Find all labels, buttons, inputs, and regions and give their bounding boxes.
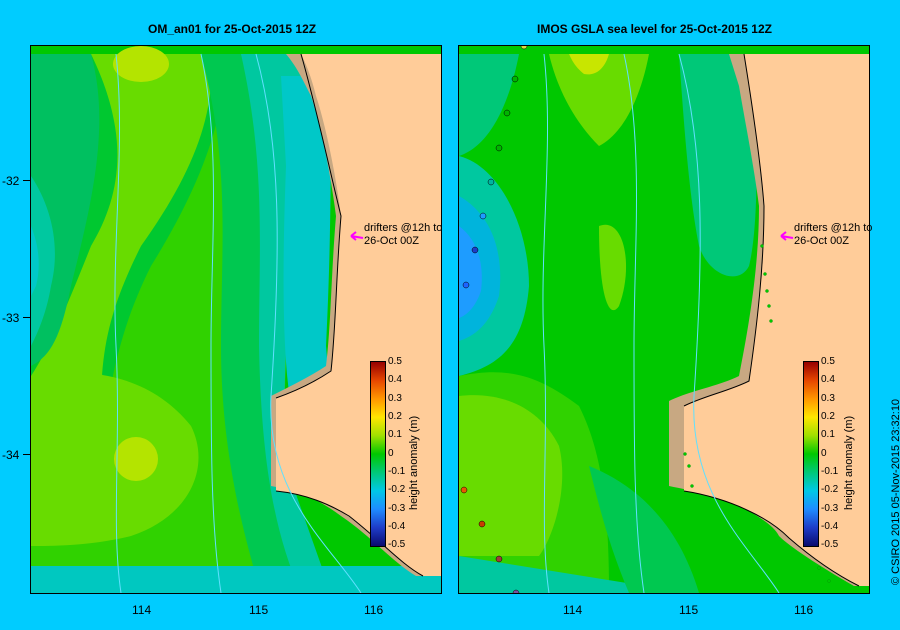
colorbar-tick: -0.4 bbox=[388, 521, 406, 532]
right-map-svg bbox=[459, 46, 869, 593]
left-map-panel bbox=[30, 45, 442, 594]
colorbar-tick: 0.5 bbox=[388, 356, 402, 367]
ocean-band-h bbox=[679, 54, 757, 277]
drifter-dot bbox=[503, 109, 511, 117]
left-map-svg bbox=[31, 46, 441, 593]
ocean-band-c bbox=[31, 54, 212, 446]
colorbar-tick: -0.2 bbox=[388, 484, 406, 495]
colorbar-tick: -0.5 bbox=[821, 539, 839, 550]
x-tick-label: 116 bbox=[794, 603, 814, 617]
left-colorbar-title: height anomaly (m) bbox=[408, 415, 420, 510]
drifter-dot bbox=[520, 46, 528, 50]
colorbar-tick: -0.3 bbox=[388, 503, 406, 514]
drifter-dot bbox=[460, 486, 468, 494]
ocean-band-a bbox=[459, 54, 519, 156]
x-tick-label: 115 bbox=[679, 603, 699, 617]
right-map-panel bbox=[458, 45, 870, 594]
drifter-dot bbox=[478, 520, 486, 528]
colorbar-tick: 0.1 bbox=[388, 429, 402, 440]
ocean-band-g bbox=[459, 395, 563, 556]
ocean-band-d bbox=[549, 54, 649, 146]
x-tick-label: 114 bbox=[132, 603, 152, 617]
x-tick-label: 114 bbox=[563, 603, 583, 617]
left-drifters-line1: drifters @12h to bbox=[364, 222, 443, 234]
right-colorbar bbox=[803, 361, 819, 547]
copyright-timestamp: © CSIRO 2015 05-Nov-2015 23:32:10 bbox=[890, 398, 900, 585]
right-drifters-label: drifters @12h to 26-Oct 00Z bbox=[794, 222, 872, 248]
drifter-arrow-icon bbox=[350, 231, 364, 241]
x-tick-label: 115 bbox=[249, 603, 269, 617]
left-map-title: OM_an01 for 25-Oct-2015 12Z bbox=[148, 22, 317, 36]
colorbar-tick: 0.1 bbox=[821, 429, 835, 440]
colorbar-tick: -0.3 bbox=[821, 503, 839, 514]
ocean-peak-north bbox=[569, 54, 609, 75]
y-tick-label: -33 bbox=[2, 311, 20, 325]
land bbox=[276, 54, 441, 576]
colorbar-tick: -0.1 bbox=[821, 466, 839, 477]
colorbar-tick: 0.3 bbox=[388, 393, 402, 404]
drifter-dot bbox=[511, 75, 519, 83]
shelf-water bbox=[281, 76, 331, 406]
colorbar-tick: 0.2 bbox=[388, 411, 402, 422]
y-tick-label: -34 bbox=[2, 448, 20, 462]
colorbar-tick: -0.4 bbox=[821, 521, 839, 532]
ocean-band-e bbox=[599, 224, 627, 311]
colorbar-tick: 0 bbox=[821, 448, 827, 459]
depth-contour-mid bbox=[623, 53, 645, 593]
drifter-dot bbox=[495, 555, 503, 563]
y-tick-label: -32 bbox=[2, 174, 20, 188]
ocean-band-i bbox=[589, 466, 699, 593]
depth-contour-west bbox=[542, 53, 550, 593]
ocean-band-f bbox=[31, 226, 39, 296]
ocean-band-e bbox=[31, 176, 55, 346]
colorbar-tick: -0.1 bbox=[388, 466, 406, 477]
colorbar-tick: 0.3 bbox=[821, 393, 835, 404]
drifter-arrow-icon bbox=[780, 231, 794, 241]
colorbar-tick: 0.5 bbox=[821, 356, 835, 367]
left-drifters-label: drifters @12h to 26-Oct 00Z bbox=[364, 222, 442, 248]
drifter-dot bbox=[462, 281, 470, 289]
drifter-dot bbox=[479, 212, 487, 220]
land bbox=[684, 54, 869, 586]
depth-contour-east bbox=[255, 53, 362, 593]
ocean-peak-south bbox=[114, 437, 158, 481]
colorbar-tick: 0.2 bbox=[821, 411, 835, 422]
y-tick-mark bbox=[23, 454, 30, 455]
coastline bbox=[275, 53, 424, 577]
drifter-dot bbox=[471, 246, 479, 254]
colorbar-tick: -0.5 bbox=[388, 539, 406, 550]
right-colorbar-title: height anomaly (m) bbox=[843, 415, 855, 510]
drifter-dot bbox=[512, 589, 520, 593]
left-colorbar bbox=[370, 361, 386, 547]
depth-contour-west bbox=[114, 53, 122, 593]
shelf-drifter-markers bbox=[683, 244, 831, 583]
ocean-south-edge bbox=[31, 566, 441, 593]
coastline bbox=[683, 53, 860, 587]
colorbar-tick: -0.2 bbox=[821, 484, 839, 495]
colorbar-tick: 0.4 bbox=[821, 374, 835, 385]
colorbar-tick: 0 bbox=[388, 448, 394, 459]
right-drifters-line1: drifters @12h to bbox=[794, 222, 873, 234]
left-drifters-line2: 26-Oct 00Z bbox=[364, 235, 420, 247]
depth-contour-east bbox=[678, 53, 780, 593]
ocean-peak-north bbox=[113, 46, 169, 82]
x-tick-label: 116 bbox=[364, 603, 384, 617]
drifter-dot bbox=[495, 144, 503, 152]
right-map-title: IMOS GSLA sea level for 25-Oct-2015 12Z bbox=[537, 22, 772, 36]
y-tick-mark bbox=[23, 180, 30, 181]
drifter-dot bbox=[487, 178, 495, 186]
colorbar-tick: 0.4 bbox=[388, 374, 402, 385]
depth-contour-mid bbox=[200, 53, 222, 593]
y-tick-mark bbox=[23, 317, 30, 318]
right-drifters-line2: 26-Oct 00Z bbox=[794, 235, 850, 247]
